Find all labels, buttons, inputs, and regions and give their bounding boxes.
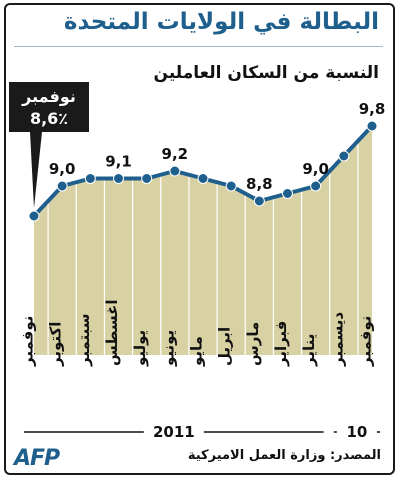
data-point bbox=[338, 150, 350, 162]
x-tick-label: اغسطس bbox=[103, 300, 121, 366]
x-tick-label: نوفمبر bbox=[357, 316, 375, 367]
afp-logo: AFP bbox=[14, 446, 60, 471]
value-label: 8,8 bbox=[246, 175, 273, 193]
callout-box bbox=[9, 82, 89, 208]
data-point bbox=[225, 180, 237, 192]
value-label: 9,0 bbox=[49, 160, 76, 178]
title-divider bbox=[14, 46, 383, 47]
x-tick-label: يناير bbox=[300, 334, 318, 367]
chart-title: البطالة في الولايات المتحدة bbox=[63, 9, 379, 35]
x-tick-label: مايو bbox=[188, 336, 206, 367]
source-note: المصدر: وزارة العمل الاميركية bbox=[187, 448, 381, 463]
x-tick-label: يوليو bbox=[131, 330, 149, 367]
chart-frame bbox=[4, 3, 395, 475]
data-point bbox=[197, 173, 209, 184]
chart-subtitle: النسبة من السكان العاملين bbox=[153, 63, 379, 83]
data-point bbox=[84, 173, 96, 184]
x-tick-label: يونيو bbox=[159, 330, 177, 367]
x-tick-label: سبتمبر bbox=[75, 313, 93, 367]
data-point bbox=[113, 173, 124, 184]
value-label: 9,2 bbox=[162, 145, 189, 163]
data-point bbox=[56, 180, 68, 192]
x-tick-label: ابريل bbox=[216, 327, 234, 366]
data-point bbox=[169, 165, 181, 177]
data-point bbox=[310, 180, 322, 192]
x-tick-label: مارس bbox=[244, 322, 262, 366]
year-label: 2011 bbox=[153, 423, 195, 441]
x-tick-label: نوفمبر bbox=[19, 316, 37, 367]
value-label: 9,1 bbox=[105, 153, 132, 171]
x-tick-label: ديسمبر bbox=[328, 312, 346, 367]
data-point bbox=[141, 173, 153, 184]
callout-month: نوفمبر bbox=[21, 87, 76, 106]
x-tick-label: اكتوبر bbox=[47, 322, 65, 367]
data-point bbox=[366, 120, 378, 132]
data-point bbox=[28, 210, 40, 222]
value-label: 9,8 bbox=[359, 100, 386, 118]
x-tick-label: فبراير bbox=[272, 321, 290, 367]
callout-value: 8,6٪ bbox=[30, 109, 68, 128]
year-label: 10 bbox=[346, 423, 367, 441]
data-point bbox=[253, 195, 265, 207]
data-point bbox=[282, 188, 293, 199]
value-label: 9,0 bbox=[302, 160, 329, 178]
